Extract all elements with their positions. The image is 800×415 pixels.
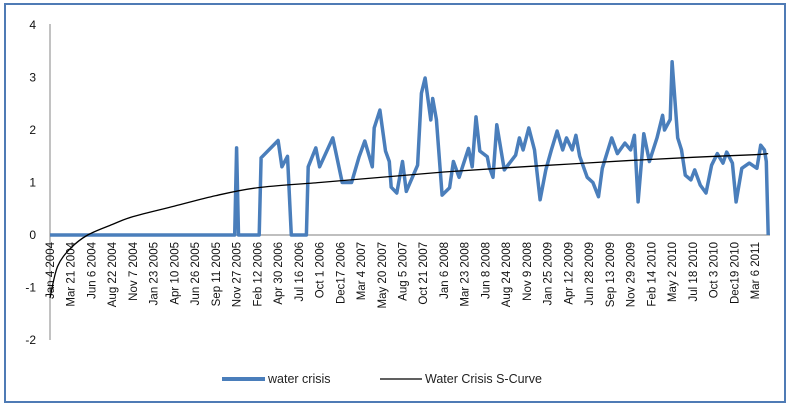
x-tick-label: Jun 6 2004 <box>86 241 98 299</box>
x-tick-label: Oct 3 2010 <box>709 242 721 298</box>
y-tick-label: 4 <box>29 18 36 32</box>
x-tick-label: Dec19 2010 <box>729 242 741 304</box>
x-tick-label: Mar 23 2008 <box>460 242 472 307</box>
x-tick-label: Nov 7 2004 <box>128 241 140 300</box>
y-tick-label: 0 <box>29 228 36 242</box>
x-tick-label: Sep 13 2009 <box>605 242 617 307</box>
legend-label-s-curve: Water Crisis S-Curve <box>425 372 542 386</box>
x-tick-label: Apr 30 2006 <box>273 242 285 305</box>
x-tick-label: Oct 21 2007 <box>418 242 430 305</box>
series-line-s-curve <box>49 152 769 299</box>
x-tick-label: Sep 11 2005 <box>211 242 223 306</box>
legend: water crisis Water Crisis S-Curve <box>222 372 542 386</box>
x-tick-label: Mar 21 2004 <box>66 241 78 306</box>
legend-label-water-crisis: water crisis <box>267 372 331 386</box>
x-tick-label: Jun 28 2009 <box>584 242 596 305</box>
x-tick-label: Nov 9 2008 <box>522 242 534 301</box>
y-tick-label: 3 <box>29 71 36 85</box>
series-line-water-crisis <box>50 60 770 237</box>
y-tick-label: 2 <box>29 123 36 137</box>
x-tick-label: Mar 6 2011 <box>750 242 762 299</box>
x-tick-label: Jan 23 2005 <box>149 242 161 305</box>
x-tick-label: Oct 1 2006 <box>315 242 327 298</box>
y-tick-label: -2 <box>25 333 36 347</box>
x-tick-label: May 20 2007 <box>377 242 389 309</box>
y-tick-label: 1 <box>29 176 36 190</box>
x-tick-label: Jan 6 2008 <box>439 242 451 299</box>
x-tick-label: Aug 24 2008 <box>501 242 513 307</box>
x-tick-label: Apr 10 2005 <box>169 242 181 305</box>
x-tick-label: Jul 18 2010 <box>688 242 700 301</box>
x-tick-label: Apr 12 2009 <box>563 242 575 305</box>
x-tick-label: Aug 5 2007 <box>398 242 410 301</box>
y-tick-label: -1 <box>25 281 36 295</box>
x-tick-label: Jun 8 2008 <box>480 242 492 299</box>
x-tick-label: May 2 2010 <box>667 242 679 302</box>
x-tick-label: Jan 4 2004 <box>45 241 57 299</box>
x-tick-label: Mar 4 2007 <box>356 242 368 300</box>
x-tick-label: Jan 25 2009 <box>543 242 555 305</box>
x-tick-label: Jun 26 2005 <box>190 242 202 305</box>
chart-frame <box>4 3 786 403</box>
x-tick-label: Feb 12 2006 <box>252 242 264 307</box>
x-tick-label: Jul 16 2006 <box>294 242 306 301</box>
x-tick-label: Aug 22 2004 <box>107 241 119 307</box>
x-tick-label: Dec17 2006 <box>335 242 347 304</box>
x-tick-label: Nov 27 2005 <box>232 242 244 307</box>
x-tick-label: Feb 14 2010 <box>646 242 658 307</box>
x-tick-label: Nov 29 2009 <box>626 242 638 307</box>
